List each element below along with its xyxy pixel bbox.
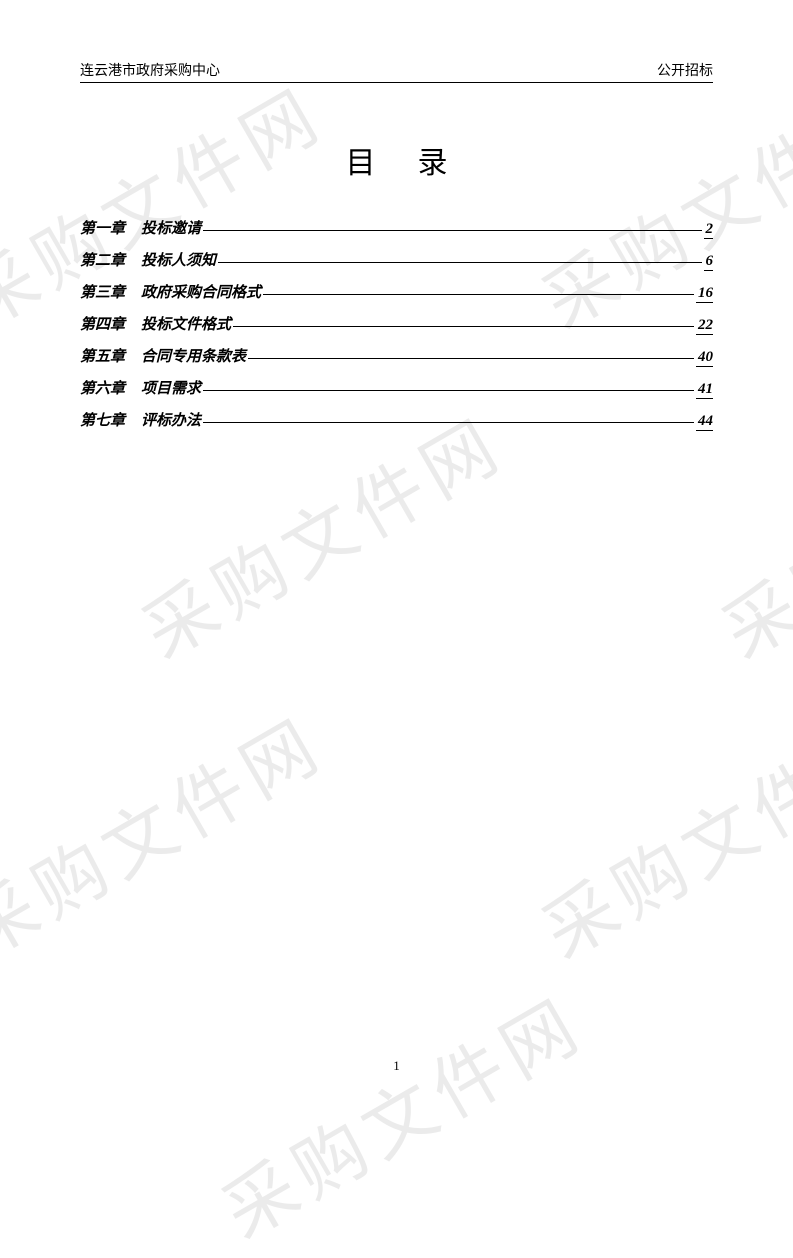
toc-entry: 第四章 投标文件格式 22 [80,313,713,335]
header-right: 公开招标 [657,60,713,80]
page-content: 连云港市政府采购中心 公开招标 目录 第一章 投标邀请 2 第二章 投标人须知 … [0,0,793,1122]
toc-title: 投标邀请 [141,217,201,238]
toc-leader-line [248,358,694,359]
toc-page-number: 16 [696,285,713,303]
toc-leader-line [203,390,694,391]
toc-entry: 第五章 合同专用条款表 40 [80,345,713,367]
toc-leader-line [203,422,694,423]
toc-entry: 第一章 投标邀请 2 [80,217,713,239]
toc-entry: 第二章 投标人须知 6 [80,249,713,271]
page-title: 目录 [80,138,713,182]
toc-title: 投标人须知 [141,249,216,270]
toc-chapter: 第一章 [80,217,141,238]
toc-chapter: 第二章 [80,249,141,270]
toc-page-number: 40 [696,349,713,367]
toc-chapter: 第五章 [80,345,141,366]
toc-page-number: 22 [696,317,713,335]
toc-leader-line [233,326,694,327]
toc-title: 投标文件格式 [141,313,231,334]
toc-chapter: 第四章 [80,313,141,334]
toc-page-number: 44 [696,413,713,431]
toc-chapter: 第六章 [80,377,141,398]
toc-page-number: 2 [704,221,714,239]
toc-page-number: 41 [696,381,713,399]
toc-entry: 第七章 评标办法 44 [80,409,713,431]
toc-page-number: 6 [704,253,714,271]
page-header: 连云港市政府采购中心 公开招标 [80,60,713,83]
page-footer-number: 1 [0,1058,793,1074]
toc-title: 评标办法 [141,409,201,430]
toc-chapter: 第三章 [80,281,141,302]
toc-leader-line [218,262,701,263]
toc-entry: 第六章 项目需求 41 [80,377,713,399]
toc-entry: 第三章 政府采购合同格式 16 [80,281,713,303]
toc-leader-line [263,294,694,295]
toc-title: 政府采购合同格式 [141,281,261,302]
header-left: 连云港市政府采购中心 [80,60,220,80]
toc-leader-line [203,230,701,231]
toc-title: 项目需求 [141,377,201,398]
table-of-contents: 第一章 投标邀请 2 第二章 投标人须知 6 第三章 政府采购合同格式 16 第… [80,217,713,431]
toc-chapter: 第七章 [80,409,141,430]
toc-title: 合同专用条款表 [141,345,246,366]
